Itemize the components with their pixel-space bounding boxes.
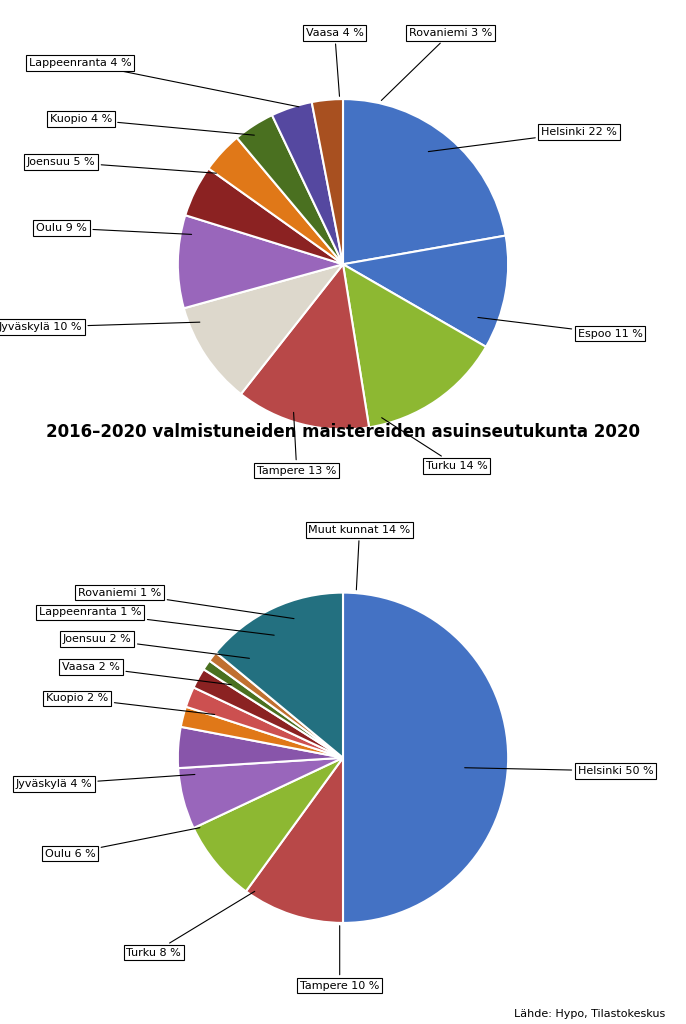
Text: Oulu 9 %: Oulu 9 %	[36, 223, 191, 234]
Text: Vaasa 4 %: Vaasa 4 %	[306, 28, 364, 96]
Text: Helsinki 22 %: Helsinki 22 %	[428, 127, 617, 152]
Wedge shape	[237, 115, 343, 264]
Wedge shape	[185, 169, 343, 264]
Text: Lähde: Hypo, Tilastokeskus: Lähde: Hypo, Tilastokeskus	[514, 1009, 665, 1019]
Wedge shape	[178, 727, 343, 768]
Text: Helsinki 50 %: Helsinki 50 %	[464, 766, 653, 776]
Wedge shape	[343, 236, 508, 347]
Wedge shape	[241, 264, 369, 429]
Wedge shape	[184, 264, 343, 394]
Text: Lappeenranta 4 %: Lappeenranta 4 %	[29, 57, 299, 106]
Text: Vaasa 2 %: Vaasa 2 %	[62, 662, 231, 685]
Text: Oulu 6 %: Oulu 6 %	[45, 827, 200, 858]
Text: Muut kunnat 14 %: Muut kunnat 14 %	[309, 525, 411, 590]
Wedge shape	[215, 593, 343, 758]
Wedge shape	[204, 660, 343, 758]
Wedge shape	[178, 758, 343, 828]
Wedge shape	[193, 670, 343, 758]
Text: Rovaniemi 3 %: Rovaniemi 3 %	[381, 28, 493, 100]
Text: Jyväskylä 10 %: Jyväskylä 10 %	[0, 322, 200, 332]
Wedge shape	[186, 687, 343, 758]
Text: Espoo 11 %: Espoo 11 %	[478, 317, 642, 339]
Text: Lappeenranta 1 %: Lappeenranta 1 %	[39, 607, 274, 635]
Wedge shape	[343, 99, 506, 264]
Text: Kuopio 2 %: Kuopio 2 %	[46, 693, 215, 715]
Wedge shape	[343, 264, 486, 427]
Wedge shape	[193, 758, 343, 891]
Wedge shape	[209, 652, 343, 758]
Text: Tampere 10 %: Tampere 10 %	[300, 926, 379, 990]
Wedge shape	[343, 593, 508, 923]
Wedge shape	[181, 707, 343, 758]
Wedge shape	[209, 138, 343, 264]
Wedge shape	[178, 215, 343, 308]
Text: Kuopio 4 %: Kuopio 4 %	[49, 114, 255, 135]
Text: Turku 14 %: Turku 14 %	[381, 418, 487, 471]
Text: Joensuu 5 %: Joensuu 5 %	[27, 157, 216, 173]
Wedge shape	[311, 99, 343, 264]
Text: Rovaniemi 1 %: Rovaniemi 1 %	[78, 588, 294, 618]
Wedge shape	[246, 758, 343, 923]
Wedge shape	[272, 102, 343, 264]
Text: Jyväskylä 4 %: Jyväskylä 4 %	[15, 774, 195, 790]
Text: Tampere 13 %: Tampere 13 %	[257, 413, 336, 476]
Text: Turku 8 %: Turku 8 %	[126, 891, 255, 957]
Text: Joensuu 2 %: Joensuu 2 %	[63, 634, 250, 658]
Title: 2016–2020 valmistuneiden maistereiden asuinseutukunta 2020: 2016–2020 valmistuneiden maistereiden as…	[46, 423, 640, 440]
